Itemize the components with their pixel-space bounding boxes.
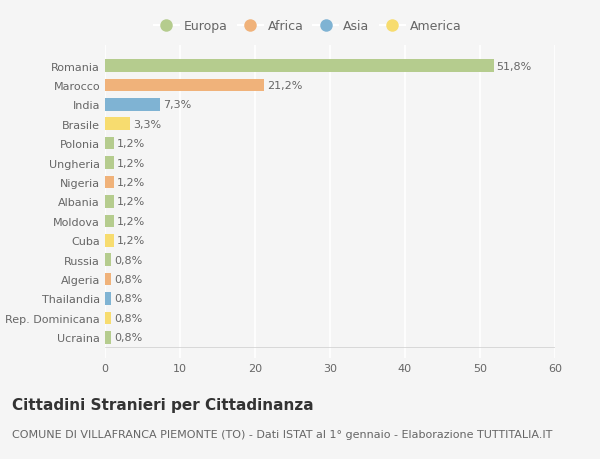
Bar bbox=[105, 157, 114, 169]
Text: 1,2%: 1,2% bbox=[117, 178, 145, 188]
Text: COMUNE DI VILLAFRANCA PIEMONTE (TO) - Dati ISTAT al 1° gennaio - Elaborazione TU: COMUNE DI VILLAFRANCA PIEMONTE (TO) - Da… bbox=[12, 429, 553, 439]
Text: 51,8%: 51,8% bbox=[497, 62, 532, 71]
Text: 3,3%: 3,3% bbox=[133, 119, 161, 129]
Bar bbox=[105, 312, 111, 325]
Text: 0,8%: 0,8% bbox=[114, 255, 142, 265]
Text: 0,8%: 0,8% bbox=[114, 313, 142, 323]
Text: Cittadini Stranieri per Cittadinanza: Cittadini Stranieri per Cittadinanza bbox=[12, 397, 314, 412]
Bar bbox=[105, 99, 160, 112]
Text: 1,2%: 1,2% bbox=[117, 197, 145, 207]
Text: 1,2%: 1,2% bbox=[117, 236, 145, 246]
Text: 0,8%: 0,8% bbox=[114, 333, 142, 342]
Text: 21,2%: 21,2% bbox=[267, 81, 302, 91]
Bar bbox=[105, 176, 114, 189]
Text: 0,8%: 0,8% bbox=[114, 294, 142, 304]
Bar bbox=[105, 331, 111, 344]
Bar bbox=[105, 273, 111, 286]
Text: 1,2%: 1,2% bbox=[117, 139, 145, 149]
Bar bbox=[105, 235, 114, 247]
Bar bbox=[105, 292, 111, 305]
Bar bbox=[105, 196, 114, 208]
Text: 7,3%: 7,3% bbox=[163, 100, 191, 110]
Bar bbox=[105, 79, 264, 92]
Bar bbox=[105, 215, 114, 228]
Text: 1,2%: 1,2% bbox=[117, 216, 145, 226]
Bar bbox=[105, 118, 130, 131]
Text: 1,2%: 1,2% bbox=[117, 158, 145, 168]
Bar bbox=[105, 60, 493, 73]
Legend: Europa, Africa, Asia, America: Europa, Africa, Asia, America bbox=[154, 21, 461, 34]
Text: 0,8%: 0,8% bbox=[114, 274, 142, 285]
Bar bbox=[105, 254, 111, 266]
Bar bbox=[105, 138, 114, 150]
